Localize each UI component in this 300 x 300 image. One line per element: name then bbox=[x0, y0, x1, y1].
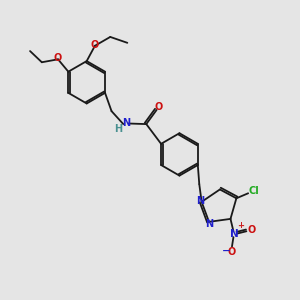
Text: N: N bbox=[196, 196, 205, 206]
Text: +: + bbox=[237, 221, 244, 230]
Text: O: O bbox=[248, 225, 256, 235]
Text: N: N bbox=[122, 118, 130, 128]
Text: N: N bbox=[206, 219, 214, 229]
Text: Cl: Cl bbox=[249, 186, 260, 196]
Text: O: O bbox=[228, 248, 236, 257]
Text: H: H bbox=[115, 124, 123, 134]
Text: N: N bbox=[230, 229, 238, 238]
Text: O: O bbox=[155, 102, 163, 112]
Text: O: O bbox=[91, 40, 99, 50]
Text: O: O bbox=[54, 53, 62, 63]
Text: −: − bbox=[222, 246, 230, 256]
